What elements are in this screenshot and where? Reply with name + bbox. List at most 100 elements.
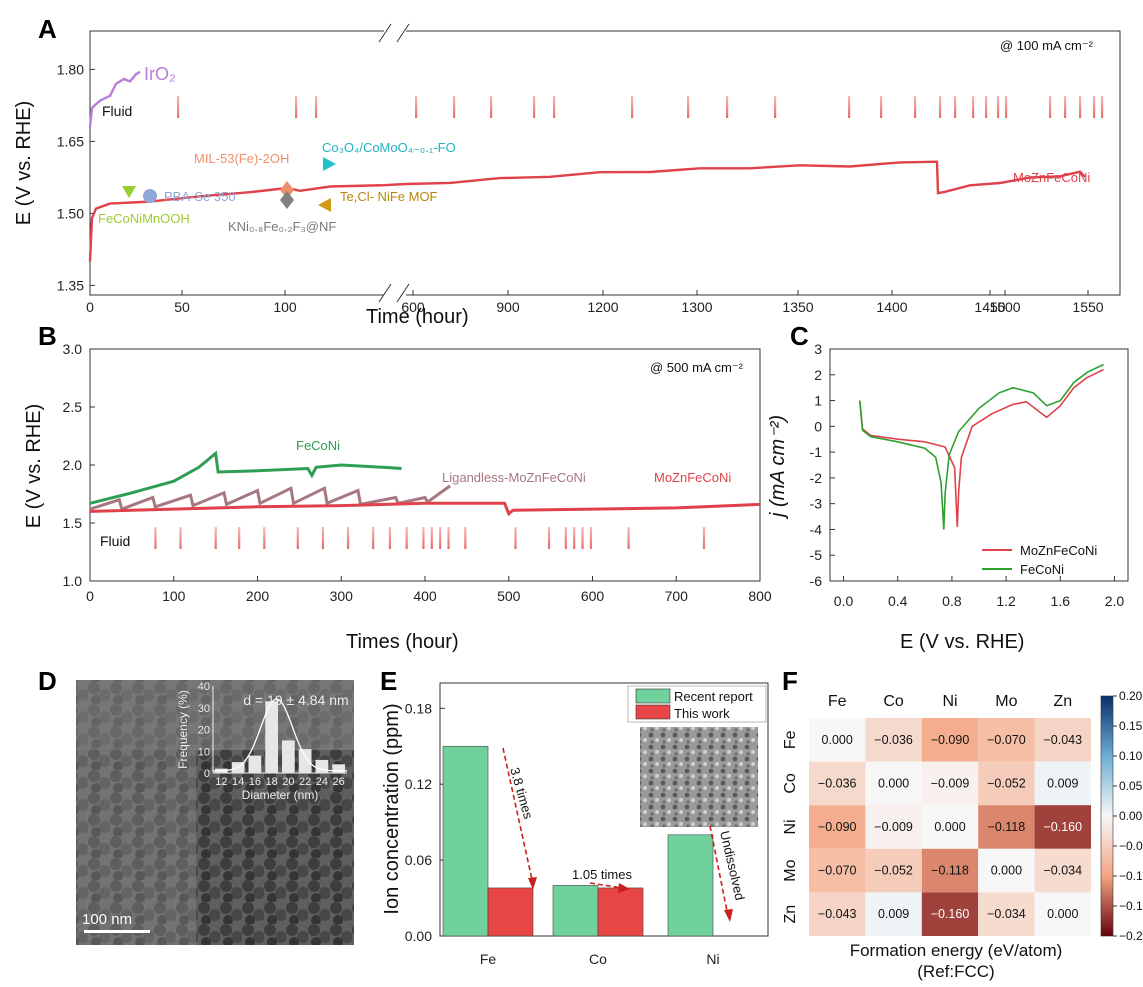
inset-y-tick: 30: [198, 703, 210, 715]
x-tick-label-a: 1450: [974, 299, 1005, 315]
fluid-marker-a: [553, 96, 556, 118]
axis-ticks-e: 0.00 0.06 0.12 0.18 Fe Co Ni: [405, 700, 720, 967]
colorbar-tick-label: −0.20: [1119, 929, 1143, 943]
heatmap-cell-value: 0.000: [1047, 907, 1078, 921]
inset-y-label: Frequency (%): [176, 690, 190, 769]
fluid-marker-b: [372, 527, 375, 549]
heatmap-col-label: Mo: [995, 693, 1017, 710]
label-pba: PBA-Se 350: [164, 189, 236, 204]
heatmap-cell: [921, 805, 979, 849]
heatmap-cell: [1034, 761, 1091, 806]
heatmap-cell: [865, 805, 922, 849]
x-tick-label-a: 1550: [1072, 299, 1103, 315]
legend-this-work: This work: [674, 706, 730, 721]
fluid-marker-a: [774, 96, 777, 118]
heatmap-cell-value: −0.052: [874, 864, 913, 878]
label-fluid-a: Fluid: [102, 103, 132, 119]
fluid-marker-a: [631, 96, 634, 118]
fluid-marker-a: [295, 96, 298, 118]
label-iro2: IrO₂: [144, 64, 176, 84]
heatmap-cell-value: 0.000: [878, 776, 909, 790]
fluid-marker-a: [985, 96, 988, 118]
sem-image-inset: [640, 727, 758, 827]
colorbar-tick-label: 0.00: [1119, 809, 1143, 823]
plot-frame-b: [89, 348, 761, 582]
y-tick-label-b: 2.5: [63, 399, 83, 415]
series-lines-c: [859, 363, 1104, 530]
heatmap-cell-value: −0.036: [818, 776, 857, 790]
legend-recent-report: Recent report: [674, 689, 753, 704]
plot-frame-a: [89, 30, 1121, 296]
series-lines-b: [89, 450, 761, 517]
fluid-marker-a: [997, 96, 1000, 118]
heatmap-row-label: Mo: [782, 859, 799, 881]
heatmap-cell-value: 0.000: [934, 820, 965, 834]
y-tick-label-a: 1.65: [57, 133, 84, 149]
heatmap-grid: Fe Fe Co Co Ni Ni Mo Mo Zn Zn 0.000 −0.036 −0.090 −0.…: [782, 693, 1091, 936]
series-line-b: [89, 501, 761, 517]
panel-a: A 1.35 1.50 1.65 1.80 0 50 100 600 900 1200 1300 1…: [13, 14, 1121, 328]
y-tick-label-c: -5: [810, 547, 823, 563]
x-axis-label-b: Times (hour): [346, 631, 459, 653]
fluid-marker-b: [514, 527, 517, 549]
inset-bar: [265, 701, 278, 773]
y-axis-label-e: Ion concentration (ppm): [381, 703, 403, 914]
heatmap-cell-value: −0.009: [874, 820, 913, 834]
heatmap-cell-value: −0.160: [931, 907, 970, 921]
panel-d: D 0 10 20 30 40 12 14 16 18 20 22 24 26 Diameter (nm)…: [38, 666, 354, 945]
inset-x-tick: 22: [299, 776, 311, 788]
fluid-marker-a: [415, 96, 418, 118]
panel-label-c: C: [790, 321, 809, 351]
series-line-iro2: [88, 70, 141, 128]
heatmap-cell: [1034, 805, 1091, 849]
colorbar: [1100, 695, 1114, 937]
inset-x-tick: 18: [266, 776, 278, 788]
fluid-marker-b: [321, 527, 325, 549]
marker-co3o4: [323, 157, 336, 171]
inset-x-label: Diameter (nm): [242, 788, 319, 802]
scale-bar-label: 100 nm: [82, 911, 132, 928]
x-tick-label-a: 1500: [989, 299, 1020, 315]
y-tick-label-b: 3.0: [63, 341, 83, 357]
heatmap-cell: [978, 761, 1035, 806]
x-tick-label-b: 600: [581, 588, 605, 604]
fluid-marker-b: [238, 527, 241, 549]
x-tick-label-b: 200: [246, 588, 270, 604]
heatmap-cell-value: −0.034: [987, 907, 1026, 921]
heatmap-col-label: Zn: [1053, 693, 1072, 710]
inset-x-tick: 12: [215, 776, 227, 788]
fluid-marker-b: [405, 527, 408, 549]
fluid-marker-a: [1064, 96, 1067, 118]
heatmap-cell-value: −0.070: [987, 733, 1026, 747]
x-tick-label-c: 0.8: [942, 593, 962, 609]
fluid-marker-a: [1093, 96, 1096, 118]
heatmap-cell-value: −0.090: [818, 820, 857, 834]
inset-y-tick: 20: [198, 725, 210, 737]
fluid-marker-a: [1005, 96, 1008, 118]
x-tick-label-b: 800: [748, 588, 772, 604]
marker-kni: [280, 191, 294, 209]
colorbar-tick-label: −0.05: [1119, 839, 1143, 853]
heatmap-col-label: Co: [883, 693, 904, 710]
heatmap-cell: [978, 848, 1035, 893]
axis-ticks-c: 0.0 0.4 0.8 1.2 1.6 2.0 -6 -5 -4 -3 -2 -1 0 1 2 3: [810, 341, 1125, 609]
current-density-a: @ 100 mA cm⁻²: [1000, 38, 1094, 53]
heatmap-cell-value: 0.000: [991, 864, 1022, 878]
x-tick-label-e: Co: [589, 951, 607, 967]
fluid-marker-a: [687, 96, 690, 118]
panel-label-a: A: [38, 14, 57, 44]
fluid-marker-b: [179, 527, 182, 549]
axis-ticks-b: 0 100 200 300 400 500 600 700 800 1.0 1.5 2.0 2.5 3.0: [63, 341, 772, 604]
y-tick-label-a: 1.50: [57, 205, 84, 221]
heatmap-cell: [921, 848, 979, 893]
heatmap-cell: [809, 718, 866, 762]
y-axis-label-b: E (V vs. RHE): [23, 404, 45, 528]
y-tick-label-c: -2: [810, 470, 823, 486]
fluid-marker-b: [430, 527, 433, 549]
fluid-marker-b: [439, 527, 442, 549]
heatmap-cell-value: −0.118: [988, 820, 1026, 834]
inset-bar: [282, 740, 295, 773]
heatmap-cell: [1034, 848, 1091, 893]
x-tick-label-a: 50: [174, 299, 190, 315]
